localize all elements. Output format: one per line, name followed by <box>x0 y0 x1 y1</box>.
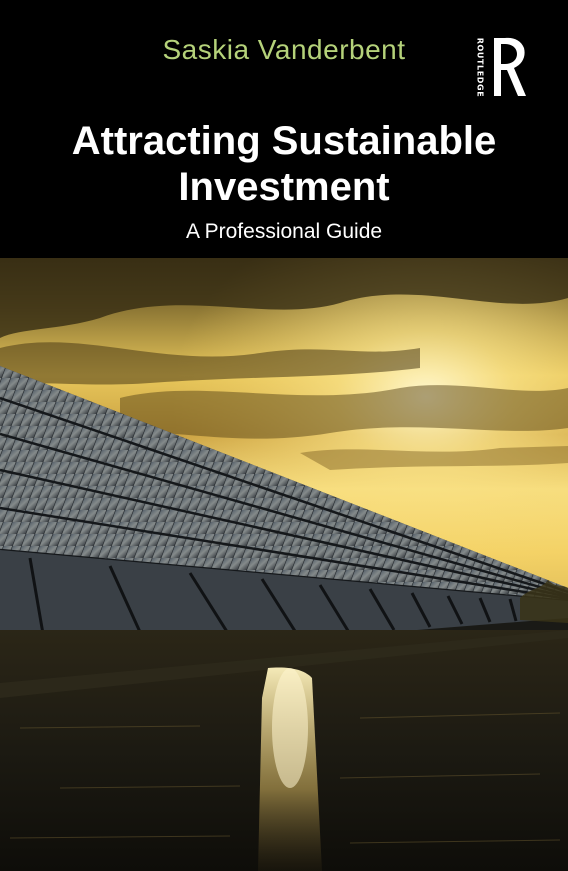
author-name: Saskia Vanderbent <box>162 34 406 65</box>
book-subtitle: A Professional Guide <box>185 220 383 243</box>
title-line-2: Investment <box>178 165 390 209</box>
routledge-r-profile-icon <box>494 37 526 96</box>
cover-photo <box>0 258 568 871</box>
cover-header: Saskia Vanderbent Attracting Sustainable… <box>0 0 568 258</box>
title-line-1: Attracting Sustainable <box>71 119 497 163</box>
book-title: Attracting Sustainable Investment <box>10 118 558 210</box>
